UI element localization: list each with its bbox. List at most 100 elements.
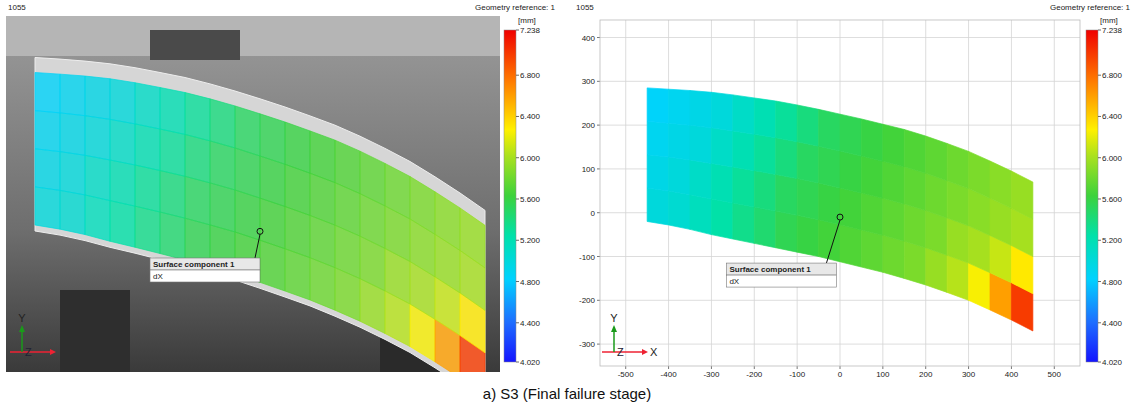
tick [597,212,600,213]
field-cell [754,171,775,211]
field-cell [160,88,185,135]
grid-line [600,344,1080,345]
field-cell [861,156,882,198]
field-cell [797,179,818,220]
y-tick-label: -100 [579,253,596,262]
x-tick-label: -300 [703,370,720,379]
field-cell [135,165,160,212]
colorbar-tick-label: 4.020 [1102,358,1123,367]
specimen [35,58,485,373]
field-cell [235,106,260,156]
tick [1011,366,1012,369]
field-cell [235,148,260,198]
tick [797,366,798,369]
field-cell [819,183,840,225]
colorbar-tick [1098,157,1101,158]
colorbar-tick-label: 4.020 [520,358,541,367]
field-right [647,88,1033,331]
tick [597,81,600,82]
field-cell [669,191,690,229]
field-cell [360,151,385,206]
tick [1054,366,1055,369]
annotation-text: Surface component 1 [729,265,811,274]
colorbar-tick-label: 6.400 [520,112,541,121]
field-cell [733,167,754,207]
colorbar-scale [1086,30,1098,362]
field-cell [385,163,410,219]
colorbar-tick-label: 4.400 [1102,319,1123,328]
plot-frame [600,20,1080,366]
field-cell [990,161,1011,208]
field-cell [904,167,925,211]
field-cell [797,105,818,146]
field-cell [754,134,775,174]
colorbar-tick-label: 6.000 [1102,154,1123,163]
field-cell [160,129,185,176]
tick [625,366,626,369]
x-tick-label: 200 [919,370,933,379]
annotation-text: dX [729,277,739,286]
field-cell [840,225,861,267]
field-cell [969,151,990,198]
colorbar-tick [516,30,519,31]
caption: a) S3 (Final failure stage) [483,385,651,402]
y-tick-label: 300 [582,77,596,86]
grid-line [1054,20,1055,366]
panel-title: 1055 [576,3,594,12]
field-cell [35,149,60,191]
field-cell [210,99,235,148]
triad-label: Z [25,346,32,358]
triad-axis [613,330,615,352]
field-cell [460,208,485,268]
field-cell [926,136,947,181]
annotation-body [726,275,836,287]
tick [711,366,712,369]
panel-subtitle: Geometry reference: 1 [1050,3,1131,12]
field-cell [647,88,668,123]
field-cell [926,211,947,256]
y-tick-label: 200 [582,121,596,130]
field-cell [947,144,968,189]
axis-triad: YZX [602,312,658,358]
annotation: Surface component 1 dX [726,214,843,287]
field-cell [435,192,460,251]
annotation: Surface component 1dX [150,228,263,282]
x-tick-label: 300 [962,370,976,379]
x-tick-label: -200 [746,370,763,379]
tick [597,168,600,169]
axis-triad: YZ [10,312,56,358]
field-cell [185,93,210,141]
field-cell [647,155,668,191]
tick [968,366,969,369]
panel-right: 1055Geometry reference: 1-500-400-300-20… [576,3,1131,379]
tick [597,256,600,257]
y-tick-label: 400 [582,34,596,43]
field-cell [60,152,85,195]
colorbar-tick [516,75,519,76]
field-cell [883,124,904,166]
photo-wall [6,16,500,56]
colorbar-tick [516,322,519,323]
y-tick-label: -200 [579,296,596,305]
probe-point [257,228,263,234]
field-cell [776,211,797,252]
field-cell [310,131,335,183]
field-cell [883,198,904,241]
colorbar-tick-label: 7.238 [1102,26,1123,35]
field-cell [883,235,904,278]
field-cell [733,203,754,243]
field-cell [754,207,775,248]
field-cell [883,161,904,204]
x-tick-label: 0 [838,370,843,379]
field-cell [754,98,775,138]
annotation-head [150,258,260,270]
colorbar-tick [1098,240,1101,241]
field-cell [60,190,85,234]
field-cell [669,123,690,160]
field-cell [711,92,732,131]
tick [882,366,883,369]
field-cell [260,198,285,249]
field-cell [185,176,210,225]
annotation-text: dX [153,272,163,281]
colorbar-tick-label: 5.200 [1102,236,1123,245]
